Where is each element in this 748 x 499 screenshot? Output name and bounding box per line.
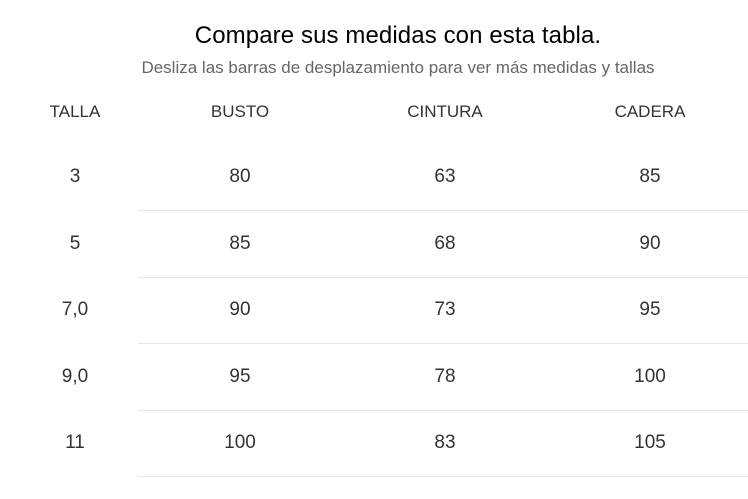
table-cell-cadera: 95 (639, 299, 661, 320)
table-cell-busto: 95 (229, 366, 251, 387)
table-cell-cintura: 83 (434, 432, 456, 453)
table-cell-cintura: 63 (434, 166, 456, 187)
column-header-busto: BUSTO (210, 102, 270, 121)
table-cell-talla: 9,0 (61, 366, 89, 387)
table-cell-talla: 7,0 (61, 299, 89, 320)
table-cell-cadera: 85 (639, 166, 661, 187)
page-title: Compare sus medidas con esta tabla. (194, 22, 602, 49)
column-header-talla: TALLA (49, 102, 101, 121)
table-cell-cintura: 68 (434, 233, 456, 254)
table-cell-cadera: 105 (634, 432, 666, 453)
table-cell-talla: 11 (65, 432, 85, 453)
table-cell-busto: 90 (229, 299, 251, 320)
row-divider (138, 410, 748, 411)
row-divider (138, 210, 748, 211)
table-cell-busto: 80 (229, 166, 251, 187)
table-cell-talla: 3 (69, 166, 81, 187)
page-subtitle: Desliza las barras de desplazamiento par… (141, 58, 655, 77)
table-cell-cintura: 73 (434, 299, 456, 320)
row-divider (138, 343, 748, 344)
row-divider (138, 476, 748, 477)
table-cell-talla: 5 (69, 233, 81, 254)
column-header-cintura: CINTURA (407, 102, 483, 121)
table-cell-busto: 85 (229, 233, 251, 254)
table-cell-cintura: 78 (434, 366, 456, 387)
table-cell-busto: 100 (224, 432, 256, 453)
column-header-cadera: CADERA (614, 102, 686, 121)
table-cell-cadera: 90 (639, 233, 661, 254)
table-cell-cadera: 100 (634, 366, 666, 387)
row-divider (138, 277, 748, 278)
